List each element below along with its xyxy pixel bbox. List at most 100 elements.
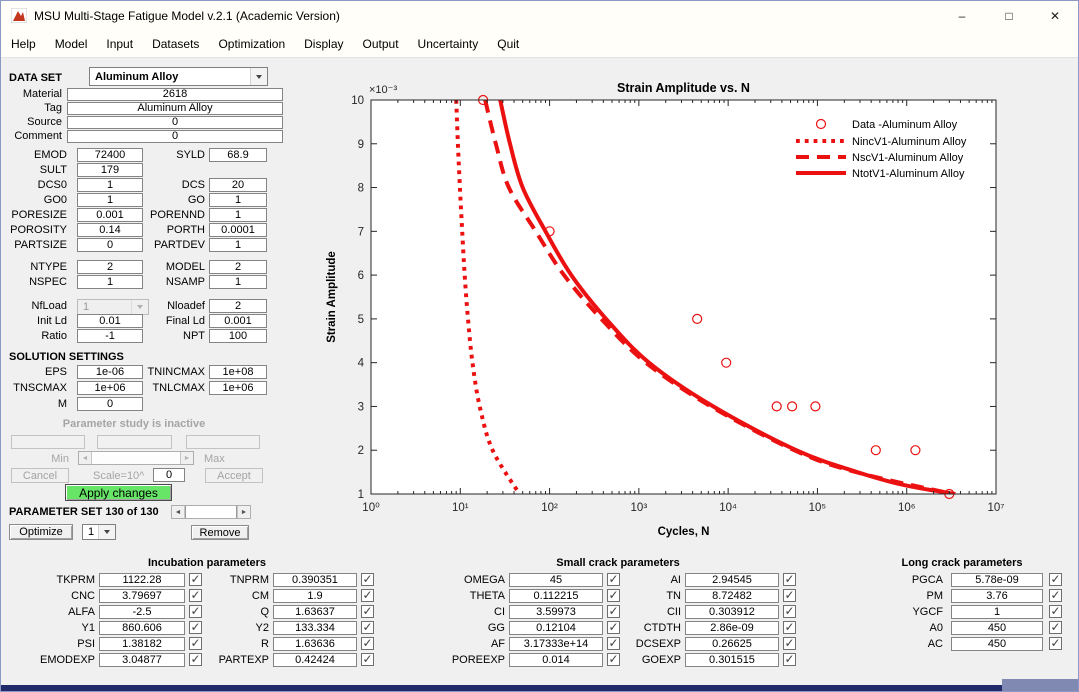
field-input[interactable]: 1 <box>77 193 143 207</box>
field-input[interactable]: 0.01 <box>77 314 143 328</box>
field-input[interactable]: 0.0001 <box>209 223 267 237</box>
study-max-field[interactable] <box>186 435 260 449</box>
checkbox[interactable]: ✓ <box>783 637 796 650</box>
field-input[interactable]: 1 <box>209 275 267 289</box>
field-input[interactable]: 1122.28 <box>99 573 185 587</box>
checkbox[interactable]: ✓ <box>783 605 796 618</box>
dataset-combo[interactable]: Aluminum Alloy <box>89 67 268 86</box>
field-input[interactable]: 0.42424 <box>273 653 357 667</box>
field-input[interactable]: 1e+06 <box>77 381 143 395</box>
checkbox[interactable]: ✓ <box>607 637 620 650</box>
field-input[interactable]: -1 <box>77 329 143 343</box>
checkbox[interactable]: ✓ <box>783 653 796 666</box>
checkbox[interactable]: ✓ <box>361 573 374 586</box>
field-input[interactable]: 0 <box>67 130 283 143</box>
field-input[interactable]: 1.63637 <box>273 605 357 619</box>
field-input[interactable]: 0.26625 <box>685 637 779 651</box>
field-input[interactable]: 2 <box>209 260 267 274</box>
field-input[interactable]: 0.001 <box>77 208 143 222</box>
slider-right-arrow-icon[interactable]: ► <box>180 452 193 464</box>
field-input[interactable]: 3.17333e+14 <box>509 637 603 651</box>
scale-input[interactable]: 0 <box>153 468 185 482</box>
checkbox[interactable]: ✓ <box>361 653 374 666</box>
maximize-button[interactable]: □ <box>986 1 1032 30</box>
field-input[interactable]: 3.04877 <box>99 653 185 667</box>
checkbox[interactable]: ✓ <box>1049 621 1062 634</box>
menu-item-datasets[interactable]: Datasets <box>152 36 200 51</box>
field-input[interactable]: 2.94545 <box>685 573 779 587</box>
field-input[interactable]: 133.334 <box>273 621 357 635</box>
checkbox[interactable]: ✓ <box>607 653 620 666</box>
field-input[interactable]: 3.79697 <box>99 589 185 603</box>
field-input[interactable]: 0 <box>77 397 143 411</box>
field-input[interactable]: 100 <box>209 329 267 343</box>
field-input[interactable]: 1 <box>951 605 1043 619</box>
remove-button[interactable]: Remove <box>191 525 249 540</box>
slider-track[interactable] <box>92 452 180 464</box>
field-input[interactable]: 1e+06 <box>209 381 267 395</box>
set-selector-combo[interactable]: 1 <box>82 524 116 540</box>
menu-item-output[interactable]: Output <box>362 36 399 51</box>
apply-changes-button[interactable]: Apply changes <box>65 484 172 501</box>
field-input[interactable]: 450 <box>951 621 1043 635</box>
field-input[interactable]: 3.76 <box>951 589 1043 603</box>
checkbox[interactable]: ✓ <box>783 589 796 602</box>
checkbox[interactable]: ✓ <box>1049 605 1062 618</box>
checkbox[interactable]: ✓ <box>607 621 620 634</box>
checkbox[interactable]: ✓ <box>189 653 202 666</box>
checkbox[interactable]: ✓ <box>189 573 202 586</box>
menu-item-model[interactable]: Model <box>54 36 88 51</box>
field-input[interactable]: 1.63636 <box>273 637 357 651</box>
field-input[interactable]: Aluminum Alloy <box>67 102 283 115</box>
field-input[interactable]: 1 <box>77 178 143 192</box>
close-button[interactable]: ✕ <box>1032 1 1078 30</box>
checkbox[interactable]: ✓ <box>607 573 620 586</box>
checkbox[interactable]: ✓ <box>783 573 796 586</box>
checkbox[interactable]: ✓ <box>607 589 620 602</box>
field-input[interactable]: 1e-06 <box>77 365 143 379</box>
parameter-set-slider[interactable]: ◄ ► <box>171 505 251 519</box>
field-input[interactable]: 860.606 <box>99 621 185 635</box>
slider-right-arrow-icon[interactable]: ► <box>237 506 250 518</box>
checkbox[interactable]: ✓ <box>189 605 202 618</box>
field-input[interactable]: 8.72482 <box>685 589 779 603</box>
slider-left-arrow-icon[interactable]: ◄ <box>79 452 92 464</box>
field-input[interactable]: 72400 <box>77 148 143 162</box>
study-current-field[interactable] <box>97 435 172 449</box>
checkbox[interactable]: ✓ <box>361 621 374 634</box>
field-input[interactable]: 0 <box>67 116 283 129</box>
field-input[interactable]: 0.12104 <box>509 621 603 635</box>
field-input[interactable]: 45 <box>509 573 603 587</box>
menu-item-quit[interactable]: Quit <box>497 36 520 51</box>
field-input[interactable]: 0.390351 <box>273 573 357 587</box>
minimize-button[interactable]: – <box>939 1 985 30</box>
field-input[interactable]: 0.001 <box>209 314 267 328</box>
field-input[interactable]: 1 <box>209 238 267 252</box>
checkbox[interactable]: ✓ <box>783 621 796 634</box>
checkbox[interactable]: ✓ <box>361 605 374 618</box>
menu-item-uncertainty[interactable]: Uncertainty <box>417 36 479 51</box>
field-input[interactable]: 1e+08 <box>209 365 267 379</box>
field-input[interactable]: 68.9 <box>209 148 267 162</box>
field-input[interactable]: 1 <box>77 275 143 289</box>
menu-item-input[interactable]: Input <box>106 36 134 51</box>
checkbox[interactable]: ✓ <box>1049 573 1062 586</box>
field-input[interactable]: 0.303912 <box>685 605 779 619</box>
slider-left-arrow-icon[interactable]: ◄ <box>172 506 185 518</box>
field-input[interactable]: 5.78e-09 <box>951 573 1043 587</box>
menu-item-help[interactable]: Help <box>11 36 36 51</box>
checkbox[interactable]: ✓ <box>361 637 374 650</box>
checkbox[interactable]: ✓ <box>607 605 620 618</box>
checkbox[interactable]: ✓ <box>189 589 202 602</box>
field-input[interactable]: 0.112215 <box>509 589 603 603</box>
field-input[interactable]: 2 <box>209 299 267 313</box>
slider-thumb[interactable] <box>185 506 237 518</box>
checkbox[interactable]: ✓ <box>361 589 374 602</box>
menu-item-optimization[interactable]: Optimization <box>218 36 286 51</box>
menu-item-display[interactable]: Display <box>304 36 344 51</box>
field-input[interactable]: 1 <box>209 208 267 222</box>
field-input[interactable]: 2 <box>77 260 143 274</box>
field-input[interactable]: 450 <box>951 637 1043 651</box>
study-min-field[interactable] <box>11 435 85 449</box>
cancel-button[interactable]: Cancel <box>11 468 69 483</box>
